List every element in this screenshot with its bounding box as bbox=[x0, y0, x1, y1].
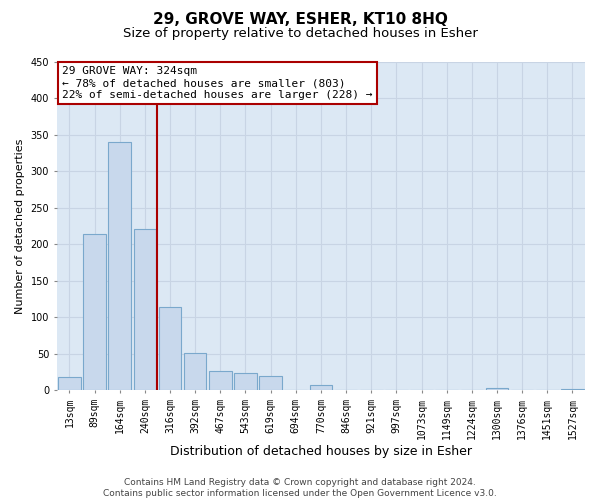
Bar bbox=[134, 230, 156, 390]
Bar bbox=[209, 371, 232, 390]
Bar bbox=[158, 307, 181, 390]
Y-axis label: Number of detached properties: Number of detached properties bbox=[15, 138, 25, 314]
X-axis label: Distribution of detached houses by size in Esher: Distribution of detached houses by size … bbox=[170, 444, 472, 458]
Text: 29, GROVE WAY, ESHER, KT10 8HQ: 29, GROVE WAY, ESHER, KT10 8HQ bbox=[152, 12, 448, 28]
Bar bbox=[259, 376, 282, 390]
Text: 29 GROVE WAY: 324sqm
← 78% of detached houses are smaller (803)
22% of semi-deta: 29 GROVE WAY: 324sqm ← 78% of detached h… bbox=[62, 66, 373, 100]
Bar bbox=[83, 234, 106, 390]
Bar bbox=[310, 385, 332, 390]
Bar bbox=[561, 388, 584, 390]
Bar bbox=[234, 372, 257, 390]
Bar bbox=[109, 142, 131, 390]
Bar bbox=[184, 353, 206, 390]
Bar bbox=[58, 377, 81, 390]
Bar bbox=[485, 388, 508, 390]
Text: Contains HM Land Registry data © Crown copyright and database right 2024.
Contai: Contains HM Land Registry data © Crown c… bbox=[103, 478, 497, 498]
Text: Size of property relative to detached houses in Esher: Size of property relative to detached ho… bbox=[122, 28, 478, 40]
